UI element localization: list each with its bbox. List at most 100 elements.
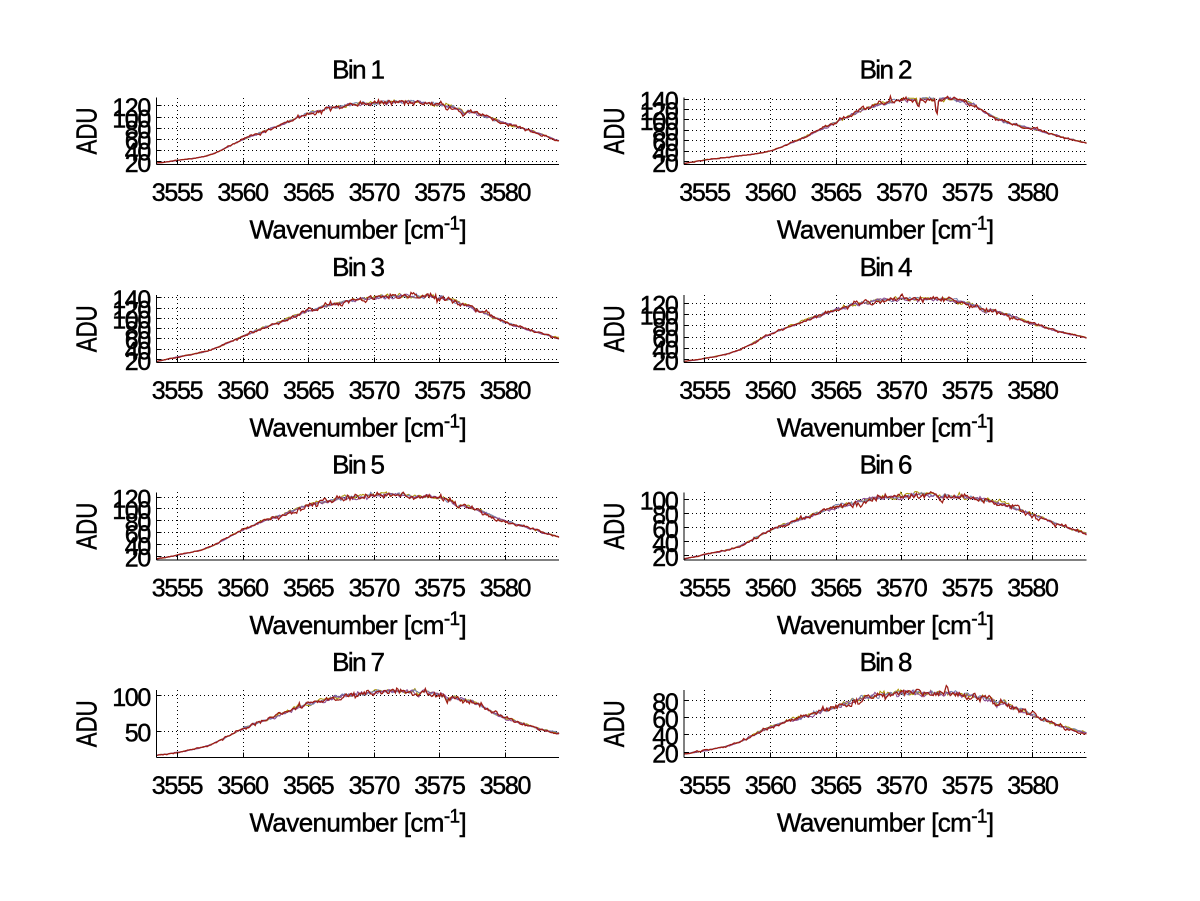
svg-text:20: 20 — [652, 348, 678, 376]
svg-text:40: 40 — [652, 530, 678, 558]
svg-text:3560: 3560 — [745, 179, 796, 207]
svg-text:3575: 3575 — [942, 179, 993, 207]
svg-text:3575: 3575 — [942, 574, 993, 602]
svg-text:120: 120 — [640, 98, 678, 126]
svg-text:Bin 6: Bin 6 — [860, 450, 912, 480]
svg-text:3555: 3555 — [152, 179, 203, 207]
svg-text:Bin 3: Bin 3 — [332, 252, 384, 282]
svg-text:ADU: ADU — [72, 700, 103, 747]
svg-text:Wavenumber [cm-1]: Wavenumber [cm-1] — [249, 214, 466, 245]
svg-text:ADU: ADU — [72, 305, 103, 352]
svg-text:3570: 3570 — [876, 772, 927, 800]
svg-text:40: 40 — [652, 140, 678, 168]
svg-text:3580: 3580 — [480, 377, 531, 405]
svg-text:ADU: ADU — [599, 305, 630, 352]
svg-text:Wavenumber [cm-1]: Wavenumber [cm-1] — [777, 807, 994, 838]
svg-text:80: 80 — [125, 317, 151, 345]
svg-text:Wavenumber [cm-1]: Wavenumber [cm-1] — [249, 807, 466, 838]
svg-text:3560: 3560 — [745, 772, 796, 800]
svg-text:3555: 3555 — [679, 377, 730, 405]
svg-text:3570: 3570 — [349, 179, 400, 207]
svg-text:3580: 3580 — [1007, 377, 1058, 405]
svg-text:100: 100 — [112, 684, 150, 712]
svg-text:80: 80 — [652, 502, 678, 530]
svg-text:3565: 3565 — [810, 772, 861, 800]
svg-text:100: 100 — [112, 497, 150, 525]
svg-text:3555: 3555 — [152, 772, 203, 800]
svg-text:3570: 3570 — [349, 574, 400, 602]
svg-text:120: 120 — [640, 291, 678, 319]
svg-text:140: 140 — [640, 87, 678, 115]
svg-text:Bin 1: Bin 1 — [332, 55, 384, 85]
svg-text:Wavenumber [cm-1]: Wavenumber [cm-1] — [249, 412, 466, 443]
svg-text:120: 120 — [112, 485, 150, 513]
svg-text:3580: 3580 — [1007, 574, 1058, 602]
svg-text:3565: 3565 — [283, 772, 334, 800]
svg-text:3570: 3570 — [876, 377, 927, 405]
svg-text:ADU: ADU — [599, 700, 630, 747]
svg-text:3565: 3565 — [283, 179, 334, 207]
svg-text:3555: 3555 — [679, 179, 730, 207]
svg-text:3570: 3570 — [876, 179, 927, 207]
svg-text:100: 100 — [640, 488, 678, 516]
svg-text:120: 120 — [112, 296, 150, 324]
svg-text:20: 20 — [125, 545, 151, 573]
svg-text:3560: 3560 — [217, 377, 268, 405]
svg-text:ADU: ADU — [599, 503, 630, 550]
svg-text:3575: 3575 — [942, 772, 993, 800]
svg-text:3575: 3575 — [414, 377, 465, 405]
svg-text:20: 20 — [652, 544, 678, 572]
svg-text:3565: 3565 — [283, 574, 334, 602]
svg-text:3570: 3570 — [349, 772, 400, 800]
svg-text:ADU: ADU — [599, 108, 630, 155]
svg-text:3560: 3560 — [217, 179, 268, 207]
svg-text:3565: 3565 — [810, 377, 861, 405]
svg-text:20: 20 — [125, 150, 151, 178]
svg-text:3580: 3580 — [1007, 772, 1058, 800]
svg-text:3555: 3555 — [679, 772, 730, 800]
svg-text:Bin 8: Bin 8 — [860, 647, 912, 677]
svg-text:120: 120 — [112, 94, 150, 122]
svg-text:60: 60 — [125, 521, 151, 549]
svg-text:Wavenumber [cm-1]: Wavenumber [cm-1] — [249, 609, 466, 640]
svg-text:80: 80 — [125, 116, 151, 144]
svg-text:60: 60 — [652, 516, 678, 544]
svg-text:80: 80 — [125, 509, 151, 537]
svg-text:20: 20 — [652, 150, 678, 178]
svg-text:3565: 3565 — [810, 179, 861, 207]
svg-text:60: 60 — [125, 128, 151, 156]
svg-text:40: 40 — [125, 533, 151, 561]
svg-text:20: 20 — [125, 348, 151, 376]
svg-text:3575: 3575 — [414, 574, 465, 602]
svg-text:3565: 3565 — [283, 377, 334, 405]
svg-text:3560: 3560 — [745, 574, 796, 602]
svg-text:60: 60 — [652, 325, 678, 353]
svg-text:3570: 3570 — [876, 574, 927, 602]
svg-text:100: 100 — [640, 303, 678, 331]
svg-text:3555: 3555 — [152, 574, 203, 602]
svg-text:50: 50 — [125, 720, 151, 748]
svg-text:100: 100 — [112, 105, 150, 133]
svg-text:3560: 3560 — [217, 772, 268, 800]
svg-text:3580: 3580 — [480, 574, 531, 602]
svg-text:ADU: ADU — [72, 503, 103, 550]
svg-text:80: 80 — [652, 689, 678, 717]
svg-text:40: 40 — [652, 337, 678, 365]
svg-text:Wavenumber [cm-1]: Wavenumber [cm-1] — [777, 609, 994, 640]
svg-text:40: 40 — [125, 139, 151, 167]
svg-text:100: 100 — [112, 307, 150, 335]
svg-text:140: 140 — [112, 286, 150, 314]
svg-text:100: 100 — [640, 108, 678, 136]
svg-text:Wavenumber [cm-1]: Wavenumber [cm-1] — [777, 214, 994, 245]
svg-text:3580: 3580 — [1007, 179, 1058, 207]
svg-text:3580: 3580 — [480, 772, 531, 800]
svg-text:3555: 3555 — [152, 377, 203, 405]
svg-text:3575: 3575 — [942, 377, 993, 405]
svg-text:40: 40 — [125, 338, 151, 366]
svg-text:3580: 3580 — [480, 179, 531, 207]
svg-text:3575: 3575 — [414, 179, 465, 207]
svg-text:3560: 3560 — [745, 377, 796, 405]
svg-text:3555: 3555 — [679, 574, 730, 602]
svg-text:Bin 5: Bin 5 — [332, 450, 384, 480]
svg-text:3565: 3565 — [810, 574, 861, 602]
